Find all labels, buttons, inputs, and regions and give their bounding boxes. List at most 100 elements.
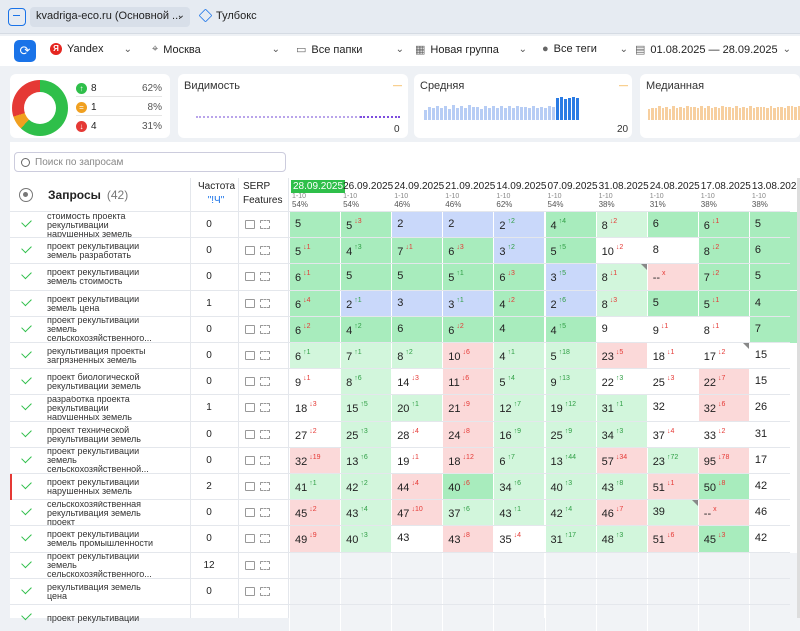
table-row[interactable]: проект рекультивации bbox=[10, 604, 800, 631]
serp-feature-icon[interactable] bbox=[260, 429, 270, 439]
date-column-header[interactable]: 07.09.2025 1-10 54% bbox=[545, 180, 598, 210]
table-row[interactable]: стоимость проекта рекультивации нарушенн… bbox=[10, 211, 800, 238]
position-cell[interactable]: 6 ↓4 bbox=[289, 290, 340, 317]
position-cell[interactable] bbox=[391, 578, 443, 605]
position-cell[interactable]: 6 bbox=[391, 316, 443, 343]
position-cell[interactable] bbox=[391, 552, 443, 579]
position-cell[interactable]: 9 ↓1 bbox=[289, 369, 340, 396]
position-cell[interactable] bbox=[697, 578, 749, 605]
position-cell[interactable] bbox=[391, 605, 443, 631]
position-cell[interactable]: 40 ↑3 bbox=[544, 474, 596, 500]
table-row[interactable]: проект рекультивации земель сельскохозяй… bbox=[10, 315, 800, 343]
position-cell[interactable]: 34 ↑3 bbox=[595, 421, 647, 448]
position-cell[interactable] bbox=[493, 605, 545, 631]
position-cell[interactable] bbox=[340, 552, 392, 579]
engine-select[interactable]: Я Yandex ⌄ bbox=[50, 43, 132, 55]
position-cell[interactable]: 6 ↑7 bbox=[493, 447, 545, 474]
median-card[interactable] bbox=[640, 74, 800, 138]
position-cell[interactable]: 2 bbox=[442, 212, 494, 238]
position-cell[interactable]: 6 ↓2 bbox=[442, 316, 494, 343]
position-cell[interactable]: 31 ↑1 bbox=[595, 395, 647, 422]
query-text[interactable]: рекультивация проекты загрязненных земел… bbox=[47, 344, 157, 368]
position-cell[interactable]: 5 ↓1 bbox=[289, 238, 340, 265]
position-cell[interactable]: 3 ↑2 bbox=[493, 238, 545, 265]
query-text[interactable]: проект рекультивации земель разработать bbox=[47, 239, 157, 263]
position-cell[interactable]: 2 bbox=[391, 212, 443, 238]
refresh-button[interactable]: ⟳ bbox=[14, 40, 36, 62]
position-cell[interactable]: 5 ↓3 bbox=[340, 212, 392, 238]
position-cell[interactable]: 51 ↓1 bbox=[646, 474, 698, 500]
serp-feature-icon[interactable] bbox=[260, 324, 270, 334]
position-cell[interactable]: 5 bbox=[748, 212, 800, 238]
image-icon[interactable] bbox=[245, 482, 255, 491]
table-row[interactable]: проект технической рекультивации земель 0… bbox=[10, 420, 800, 448]
position-cell[interactable]: 8 bbox=[646, 238, 698, 265]
position-cell[interactable]: 48 ↑3 bbox=[595, 526, 647, 553]
position-cell[interactable] bbox=[544, 578, 596, 605]
serp-feature-icon[interactable] bbox=[260, 272, 270, 282]
date-column-header[interactable]: 26.09.2025 1-10 54% bbox=[340, 180, 393, 210]
average-card[interactable] bbox=[414, 74, 632, 138]
position-cell[interactable] bbox=[646, 552, 698, 579]
position-cell[interactable]: 5 bbox=[748, 264, 800, 291]
position-cell[interactable]: 6 ↓1 bbox=[697, 212, 749, 238]
position-cell[interactable]: 6 ↓3 bbox=[493, 264, 545, 291]
position-cell[interactable]: 33 ↓2 bbox=[697, 421, 749, 448]
position-cell[interactable] bbox=[646, 605, 698, 631]
date-column-header[interactable]: 13.08.2025 1-10 38% bbox=[749, 180, 800, 210]
position-cell[interactable]: 49 ↓9 bbox=[289, 526, 340, 553]
position-cell[interactable]: 37 ↓4 bbox=[646, 421, 698, 448]
region-select[interactable]: ⌖ Москва ⌄ bbox=[152, 43, 280, 56]
query-text[interactable]: проект рекультивации земель сельскохозяй… bbox=[47, 318, 157, 342]
position-cell[interactable]: 18 ↓3 bbox=[289, 395, 340, 422]
position-cell[interactable] bbox=[340, 578, 392, 605]
query-text[interactable]: стоимость проекта рекультивации нарушенн… bbox=[47, 213, 157, 237]
position-cell[interactable]: 50 ↓8 bbox=[697, 474, 749, 500]
image-icon[interactable] bbox=[245, 246, 255, 256]
position-cell[interactable]: 4 ↑1 bbox=[493, 343, 545, 369]
position-cell[interactable]: 39 bbox=[646, 500, 698, 527]
position-cell[interactable] bbox=[748, 578, 800, 605]
briefcase-icon[interactable] bbox=[8, 8, 26, 26]
position-cell[interactable]: 46 bbox=[748, 500, 800, 527]
position-cell[interactable]: 6 ↓1 bbox=[289, 264, 340, 291]
position-cell[interactable]: 43 ↑4 bbox=[340, 500, 392, 527]
position-cell[interactable] bbox=[442, 578, 494, 605]
position-cell[interactable]: 5 ↑4 bbox=[493, 369, 545, 396]
serp-feature-icon[interactable] bbox=[260, 534, 270, 544]
position-cell[interactable]: 8 ↓3 bbox=[595, 290, 647, 317]
position-cell[interactable]: 7 ↑1 bbox=[340, 343, 392, 369]
table-row[interactable]: проект рекультивации земель стоимость 0 6 ↓… bbox=[10, 263, 800, 291]
query-text[interactable]: проект рекультивации bbox=[47, 606, 157, 630]
position-cell[interactable]: 5 bbox=[289, 212, 340, 238]
position-cell[interactable]: 17 bbox=[748, 447, 800, 474]
position-cell[interactable]: 15 ↑5 bbox=[340, 395, 392, 422]
position-cell[interactable] bbox=[289, 552, 340, 579]
position-cell[interactable]: 5 ↑5 bbox=[544, 238, 596, 265]
image-icon[interactable] bbox=[245, 298, 255, 308]
position-cell[interactable]: 34 ↑6 bbox=[493, 474, 545, 500]
position-cell[interactable]: 5 bbox=[340, 264, 392, 291]
position-cell[interactable]: 23 ↑72 bbox=[646, 447, 698, 474]
query-text[interactable]: проект рекультивации земель стоимость bbox=[47, 265, 157, 289]
position-cell[interactable]: 13 ↑6 bbox=[340, 447, 392, 474]
position-cell[interactable] bbox=[595, 552, 647, 579]
position-cell[interactable]: 2 ↑2 bbox=[493, 212, 545, 238]
table-row[interactable]: проект рекультивации земель сельскохозяй… bbox=[10, 446, 800, 474]
serp-feature-icon[interactable] bbox=[260, 220, 270, 229]
image-icon[interactable] bbox=[245, 351, 255, 360]
serp-feature-icon[interactable] bbox=[260, 482, 270, 491]
date-column-header[interactable]: 24.08.2025 1-10 31% bbox=[647, 180, 700, 210]
position-cell[interactable]: 40 ↑3 bbox=[340, 526, 392, 553]
image-icon[interactable] bbox=[245, 403, 255, 413]
position-cell[interactable]: 9 ↑13 bbox=[544, 369, 596, 396]
scrollbar[interactable] bbox=[797, 178, 800, 618]
position-cell[interactable]: 15 bbox=[748, 369, 800, 396]
position-cell[interactable]: 35 ↓4 bbox=[493, 526, 545, 553]
group-select[interactable]: ▦ Новая группа ⌄ bbox=[415, 43, 527, 57]
position-cell[interactable]: 46 ↓7 bbox=[595, 500, 647, 527]
position-cell[interactable]: 18 ↓1 bbox=[646, 343, 698, 369]
position-cell[interactable]: 4 ↑5 bbox=[544, 316, 596, 343]
position-cell[interactable] bbox=[544, 605, 596, 631]
queries-header[interactable]: Запросы (42) bbox=[48, 188, 128, 202]
